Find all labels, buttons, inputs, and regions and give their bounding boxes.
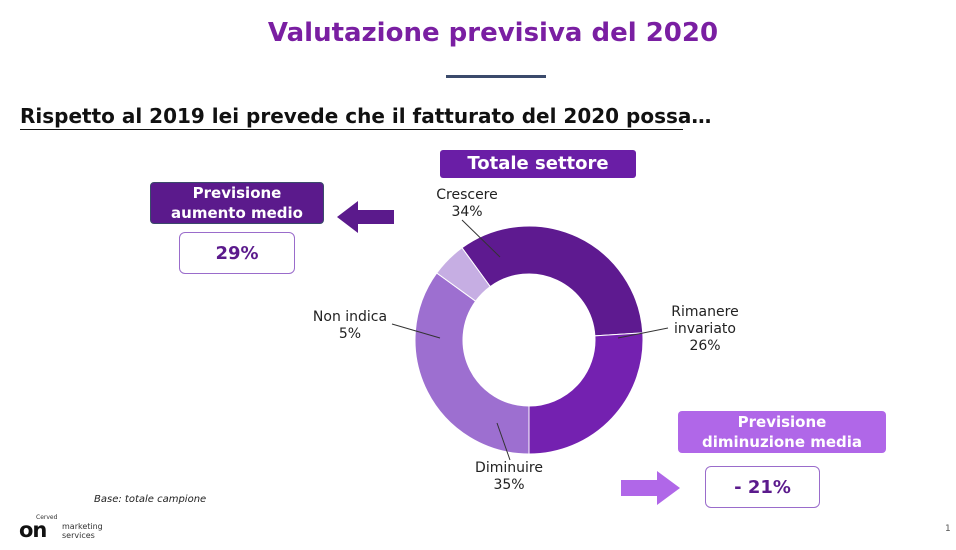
logo-small-text: Cerved <box>36 514 58 521</box>
decrease-label-line2: diminuzione media <box>701 433 863 451</box>
increase-forecast-value: 29% <box>179 232 295 274</box>
page-number: 1 <box>945 524 951 534</box>
leader-line-diminuire <box>496 422 511 461</box>
slice-label-crescere: Crescere 34% <box>436 187 498 220</box>
base-note: Base: totale campione <box>94 494 207 505</box>
question-text: Rispetto al 2019 lei prevede che il fatt… <box>20 104 712 130</box>
logo-subtitle: marketing services <box>62 522 103 540</box>
arrow-right-icon <box>621 471 680 505</box>
arrow-left-icon <box>337 201 394 233</box>
decrease-forecast-label: Previsione diminuzione media <box>678 411 886 453</box>
leader-line-nonindica <box>391 323 441 339</box>
leader-line-invariato <box>617 327 669 339</box>
slice-label-invariato: Rimanere invariato 26% <box>671 304 739 354</box>
decrease-forecast-value: - 21% <box>705 466 820 508</box>
leader-line-crescere <box>461 219 501 258</box>
logo-main-text: on <box>19 518 47 542</box>
page-title: Valutazione previsiva del 2020 <box>267 18 719 48</box>
title-underline <box>446 75 546 78</box>
slice-label-nonindica: Non indica 5% <box>312 309 388 342</box>
increase-forecast-label: Previsione aumento medio <box>150 182 324 224</box>
donut-slice-rimanere-invariato <box>528 332 644 455</box>
total-sector-label: Totale settore <box>440 150 636 178</box>
donut-slice-crescere <box>461 225 644 337</box>
increase-label-line1: Previsione <box>192 184 282 202</box>
increase-label-line2: aumento medio <box>171 204 303 222</box>
slice-label-diminuire: Diminuire 35% <box>475 460 543 493</box>
donut-slice-diminuire <box>414 272 530 455</box>
decrease-label-line1: Previsione <box>737 413 827 431</box>
donut-slice-non-indica <box>436 247 491 302</box>
